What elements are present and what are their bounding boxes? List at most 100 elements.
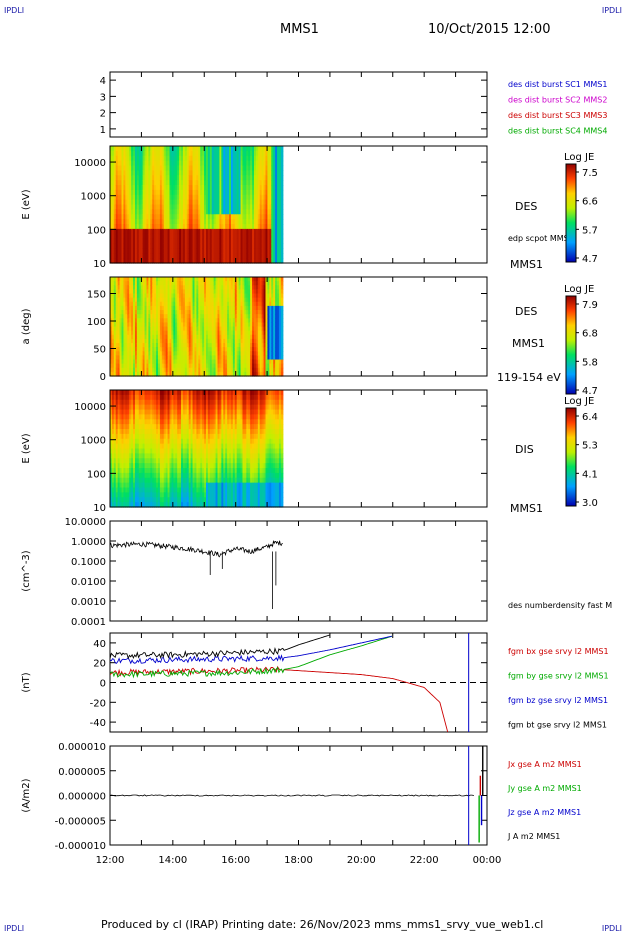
des_energy-cell: [209, 224, 213, 230]
des_pitch-cell: [219, 343, 222, 348]
des_pitch-cell: [275, 363, 278, 369]
des_energy-cell: [250, 219, 253, 225]
des_pitch-cell: [278, 334, 282, 340]
des_pitch-cell: [207, 281, 211, 286]
des_pitch-cell: [134, 343, 138, 348]
dis_energy-cell: [142, 443, 146, 450]
dis_energy-cell: [144, 502, 148, 508]
des_pitch-cell: [159, 343, 163, 348]
des_energy-cell: [138, 155, 142, 162]
des_energy-cell: [278, 160, 282, 167]
des_pitch-cell: [173, 347, 176, 352]
dis_energy-cell: [134, 453, 138, 459]
des_energy-cell: [165, 209, 169, 215]
des_energy-cell: [250, 199, 253, 206]
dis_energy-cell: [131, 502, 134, 508]
des_energy-cell: [211, 155, 215, 162]
des_pitch-cell: [250, 297, 253, 303]
des_pitch-cell: [271, 301, 274, 307]
des_energy-cell: [240, 204, 244, 210]
des_pitch-cell: [173, 285, 176, 290]
des_pitch-cell: [121, 293, 125, 299]
des_pitch-cell: [275, 301, 278, 307]
des_energy-cell: [131, 219, 134, 225]
des_energy-cell: [253, 180, 257, 186]
des_energy-cell: [213, 219, 217, 225]
des_pitch-cell: [186, 305, 190, 311]
des_pitch-cell: [158, 334, 161, 340]
des_energy-cell: [140, 199, 144, 206]
des_pitch-cell: [230, 347, 234, 352]
dis_energy-cell: [125, 492, 128, 498]
des_pitch-cell: [123, 318, 126, 323]
des_pitch-cell: [134, 301, 138, 307]
des_pitch-cell: [223, 343, 226, 348]
des_energy-cell: [196, 209, 199, 215]
des_pitch-cell: [115, 289, 119, 295]
des_pitch-cell: [263, 281, 267, 286]
des_energy-cell: [158, 194, 161, 201]
des_pitch-cell: [182, 322, 186, 328]
des_energy-cell: [136, 209, 140, 215]
des_energy-cell: [177, 165, 180, 171]
des_pitch-cell: [223, 310, 226, 315]
des_pitch-cell: [225, 347, 228, 352]
des_energy-cell: [246, 185, 249, 191]
des_pitch-cell: [246, 310, 249, 315]
des_energy-cell: [144, 238, 148, 245]
des_energy-cell: [211, 243, 215, 249]
des_energy-cell: [123, 155, 126, 162]
des_pitch-cell: [246, 322, 249, 328]
des_energy-cell: [190, 170, 194, 176]
des_energy-cell: [271, 253, 274, 259]
des_pitch-cell: [246, 285, 249, 290]
dis_energy-cell: [111, 414, 115, 420]
des_energy-cell: [131, 150, 134, 157]
des_pitch-cell: [248, 305, 251, 311]
des_pitch-cell: [229, 359, 232, 365]
des_pitch-cell: [206, 314, 209, 319]
des_pitch-cell: [179, 285, 182, 290]
des_energy-cell: [196, 238, 199, 245]
des_pitch-cell: [156, 338, 159, 344]
des_pitch-cell: [136, 367, 140, 373]
dis_energy-cell: [127, 438, 130, 445]
dis_energy-cell: [115, 404, 119, 411]
des_pitch-cell: [161, 318, 165, 323]
des_pitch-cell: [221, 359, 224, 365]
des_pitch-cell: [182, 314, 186, 319]
dis_energy-cell: [119, 497, 123, 503]
des_energy-cell: [248, 180, 251, 186]
des_pitch-cell: [163, 343, 167, 348]
des_energy-cell: [127, 185, 130, 191]
des_energy-cell: [234, 219, 238, 225]
des_energy-cell: [184, 189, 188, 196]
des_pitch-cell: [200, 334, 203, 340]
des_pitch-cell: [188, 322, 192, 328]
des_pitch-cell: [110, 330, 113, 336]
des_energy-cell: [277, 238, 280, 245]
des_energy-cell: [232, 209, 236, 215]
dis_energy-cell: [131, 414, 134, 420]
dis_energy-cell: [134, 468, 138, 474]
dis_energy-cell: [113, 458, 117, 464]
dis_energy-cell: [123, 419, 126, 425]
des_energy-cell: [242, 165, 245, 171]
des_energy-cell: [257, 209, 261, 215]
des_pitch-ytick-label: 150: [87, 290, 106, 301]
des_pitch-cell: [273, 297, 276, 303]
des_energy-cell: [117, 185, 121, 191]
des_energy-cell: [255, 253, 259, 259]
des_pitch-cell: [248, 351, 251, 356]
des_energy-cell: [169, 170, 173, 176]
dis_energy-cell: [142, 390, 146, 396]
des_energy-cell: [188, 209, 192, 215]
des_pitch-cell: [213, 347, 217, 352]
des_pitch-cell: [206, 347, 209, 352]
dis_energy-cell: [125, 409, 128, 415]
des_energy-ylabel: E (eV): [21, 189, 32, 219]
des_energy-cell: [252, 175, 255, 181]
des_pitch-cell: [167, 322, 171, 328]
des_pitch-cell: [223, 305, 226, 311]
des_pitch-cell: [194, 330, 197, 336]
